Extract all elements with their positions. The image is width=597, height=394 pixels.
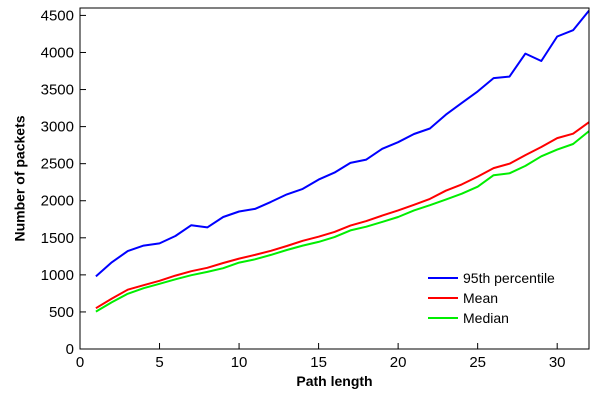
tick-layer: 0 5 10 15 20 25 30 0 500 1000 1500 2000 2500 3000 3500… bbox=[41, 7, 566, 371]
x-tick-label: 30 bbox=[549, 354, 566, 371]
x-tick-label: 15 bbox=[310, 354, 327, 371]
x-axis-title: Path length bbox=[296, 373, 372, 389]
x-tick-label: 25 bbox=[469, 354, 486, 371]
plot-area-frame bbox=[79, 7, 590, 350]
y-tick-label: 1500 bbox=[41, 230, 74, 247]
y-tick-label: 500 bbox=[49, 304, 74, 321]
y-tick-label: 0 bbox=[66, 341, 74, 358]
series-line-median bbox=[95, 130, 590, 313]
y-tick-label: 2000 bbox=[41, 193, 74, 210]
legend: 95th percentile Mean Median bbox=[428, 270, 555, 326]
y-axis-title: Number of packets bbox=[12, 115, 28, 241]
x-tick-label: 0 bbox=[76, 354, 84, 371]
y-tick-label: 2500 bbox=[41, 156, 74, 173]
series-line-95th-percentile bbox=[95, 9, 590, 278]
y-tick-label: 3000 bbox=[41, 119, 74, 136]
series-line-mean bbox=[95, 121, 590, 310]
y-tick-label: 3500 bbox=[41, 82, 74, 99]
y-tick-label: 1000 bbox=[41, 267, 74, 284]
legend-label-median: Median bbox=[463, 310, 509, 326]
y-tick-label: 4500 bbox=[41, 7, 74, 24]
x-tick-label: 5 bbox=[155, 354, 163, 371]
x-tick-label: 20 bbox=[390, 354, 407, 371]
series-layer bbox=[95, 9, 590, 313]
y-tick-label: 4000 bbox=[41, 44, 74, 61]
legend-label-95th-percentile: 95th percentile bbox=[463, 270, 555, 286]
x-tick-label: 10 bbox=[231, 354, 248, 371]
legend-label-mean: Mean bbox=[463, 290, 498, 306]
